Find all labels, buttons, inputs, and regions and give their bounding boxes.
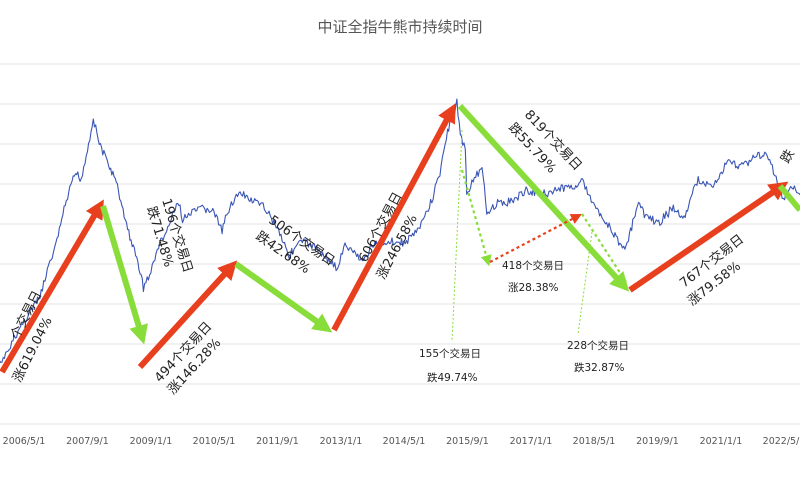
x-tick-label: 2011/9/1 xyxy=(256,436,299,447)
x-tick-label: 2013/1/1 xyxy=(320,436,363,447)
x-tick-label: 2007/9/1 xyxy=(66,436,109,447)
x-tick-label: 2017/1/1 xyxy=(510,436,553,447)
bear-arrow-4 xyxy=(777,184,800,212)
x-tick-label: 2009/1/1 xyxy=(130,436,173,447)
x-tick-label: 2019/9/1 xyxy=(636,436,679,447)
annotation-bear-155-pct: 跌49.74% xyxy=(427,371,478,384)
annotation-bull-418-pct: 涨28.38% xyxy=(508,282,559,294)
bear-arrow-1 xyxy=(100,205,148,345)
series-line xyxy=(0,98,800,364)
x-tick-label: 2022/5/1 xyxy=(763,436,800,447)
bull-arrow-4 xyxy=(628,181,789,293)
bear-arrow-2 xyxy=(234,261,333,333)
x-tick-label: 2021/1/1 xyxy=(700,436,743,447)
x-tick-label: 2014/5/1 xyxy=(383,436,426,447)
annotation-bull-418-days: 418个交易日 xyxy=(502,259,564,272)
series-layer xyxy=(0,98,800,364)
chart-title: 中证全指牛熊市持续时间 xyxy=(317,18,483,36)
bull-arrow-1 xyxy=(0,199,104,374)
dotted-guide-155 xyxy=(451,129,463,343)
bull-arrow-2 xyxy=(137,260,238,370)
x-tick-label: 2010/5/1 xyxy=(193,436,236,447)
bull-arrow-3 xyxy=(331,103,456,332)
annotation-bear-4-partial: 跌 xyxy=(778,147,798,166)
x-tick-label: 2015/9/1 xyxy=(446,436,489,447)
gridlines xyxy=(0,63,800,425)
dotted-green-arrow xyxy=(460,169,492,267)
x-axis-ticks: 2006/5/1 2007/9/1 2009/1/1 2010/5/1 2011/9/1… xyxy=(3,436,800,447)
x-tick-label: 2018/5/1 xyxy=(573,436,616,447)
dotted-red-arrow xyxy=(489,213,582,263)
x-tick-label: 2006/5/1 xyxy=(3,436,46,447)
bear-arrow-3 xyxy=(457,103,630,292)
annotation-bear-228-days: 228个交易日 xyxy=(567,339,629,352)
annotation-bear-155-days: 155个交易日 xyxy=(419,347,481,360)
dotted-green-arrow-2 xyxy=(581,213,627,283)
annotation-bear-228-pct: 跌32.87% xyxy=(574,361,625,374)
